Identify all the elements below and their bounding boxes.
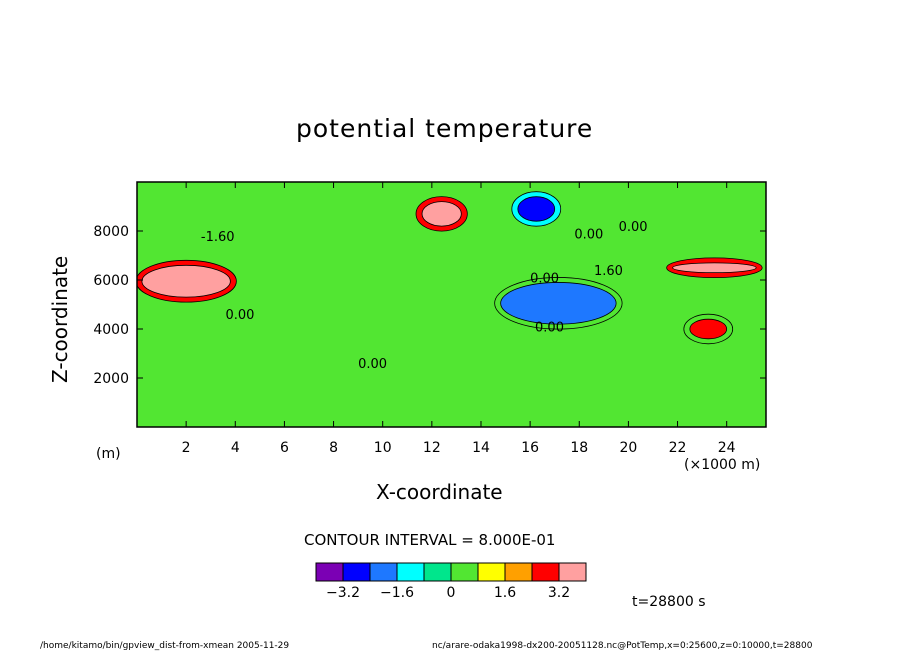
colorbar-tick-label-4: 3.2 <box>548 585 570 601</box>
colorbar-cell-1 <box>342 562 371 582</box>
x-tick-label-0: 2 <box>182 440 191 456</box>
contour-label-5: 0.00 <box>574 227 603 242</box>
field-region-3 <box>500 282 617 325</box>
x-tick-label-9: 20 <box>619 440 637 456</box>
y-tick-label-3: 8000 <box>93 224 129 240</box>
field-region-2 <box>517 196 556 222</box>
x-tick-label-7: 16 <box>521 440 539 456</box>
x-tick-label-4: 10 <box>374 440 392 456</box>
colorbar-cell-6 <box>477 562 506 582</box>
colorbar-cell-9 <box>558 562 587 582</box>
colorbar-cell-4 <box>423 562 452 582</box>
time-stamp: t=28800 s <box>632 594 706 610</box>
colorbar-cell-5 <box>450 562 479 582</box>
contour-label-0: -1.60 <box>201 230 235 245</box>
field-lower <box>137 329 766 427</box>
x-tick-label-2: 6 <box>280 440 289 456</box>
x-tick-label-11: 24 <box>718 440 736 456</box>
x-axis-label: X-coordinate <box>376 480 503 504</box>
footer-right: nc/arare-odaka1998-dx200-20051128.nc@Pot… <box>432 641 813 651</box>
colorbar-cell-2 <box>369 562 398 582</box>
footer-left: /home/kitamo/bin/gpview_dist-from-xmean … <box>40 641 290 651</box>
x-tick-label-6: 14 <box>472 440 490 456</box>
x-axis-ticks: 2 4 6 8 10 12 14 16 18 20 22 24 <box>182 182 736 456</box>
colorbar-cell-7 <box>504 562 533 582</box>
colorbar-tick-label-1: −1.6 <box>380 585 414 601</box>
field-region-1 <box>421 201 462 227</box>
y-tick-label-1: 4000 <box>93 322 129 338</box>
x-axis-unit: (×1000 m) <box>684 457 761 473</box>
contour-label-2: 0.00 <box>358 357 387 372</box>
colorbar-tick-label-0: −3.2 <box>326 585 360 601</box>
x-tick-label-10: 22 <box>669 440 687 456</box>
field-layer: -1.60 0.00 0.00 0.00 0.00 0.00 1.60 0.00 <box>137 182 766 427</box>
contour-label-1: 0.00 <box>225 308 254 323</box>
colorbar-tick-label-3: 1.6 <box>494 585 516 601</box>
x-tick-label-8: 18 <box>570 440 588 456</box>
y-tick-label-0: 2000 <box>93 371 129 387</box>
contour-label-4: 0.00 <box>530 271 559 286</box>
x-tick-label-5: 12 <box>423 440 441 456</box>
contour-label-6: 1.60 <box>594 264 623 279</box>
contour-label-7: 0.00 <box>619 220 648 235</box>
colorbar: −3.2 −1.6 0 1.6 3.2 <box>315 562 587 601</box>
chart-title: potential temperature <box>296 114 594 143</box>
colorbar-cell-8 <box>531 562 560 582</box>
colorbar-cell-0 <box>315 562 344 582</box>
field-region-4 <box>672 262 757 274</box>
y-axis-ticks: 2000 4000 6000 8000 <box>93 224 766 387</box>
x-tick-label-1: 4 <box>231 440 240 456</box>
x-tick-label-3: 8 <box>329 440 338 456</box>
contour-interval-text: CONTOUR INTERVAL = 8.000E-01 <box>304 531 556 549</box>
contour-label-3: 0.00 <box>535 320 564 335</box>
plot-frame <box>136 181 767 428</box>
field-region-0 <box>141 264 231 298</box>
colorbar-cell-3 <box>396 562 425 582</box>
y-tick-label-2: 6000 <box>93 273 129 289</box>
y-axis-label: Z-coordinate <box>48 255 72 383</box>
y-axis-unit: (m) <box>96 446 121 462</box>
colorbar-tick-label-2: 0 <box>447 585 456 601</box>
field-region-5 <box>689 318 728 340</box>
